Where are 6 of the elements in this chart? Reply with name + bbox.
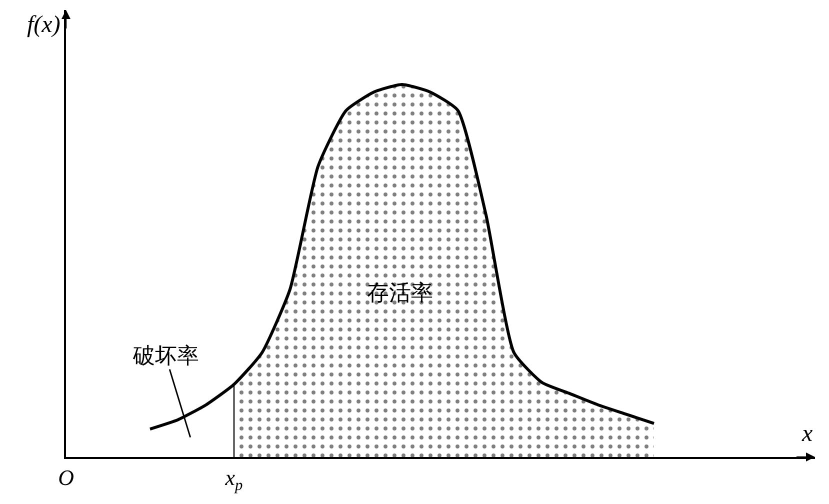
annotation: 破坏率: [132, 343, 199, 368]
x-tick-label: x$_{p}$: [224, 465, 244, 494]
x-tick-label: O: [58, 465, 74, 490]
y-axis-title: f(x): [27, 12, 60, 38]
x-axis-title: x: [801, 421, 813, 447]
annotation: 存活率: [367, 280, 433, 305]
